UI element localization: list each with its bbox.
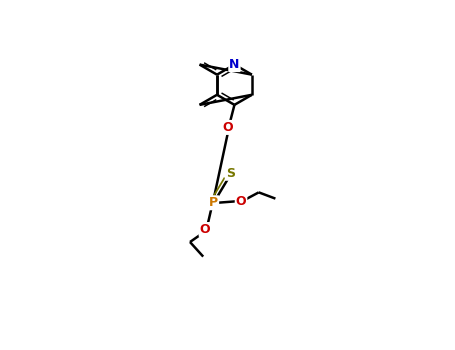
Text: S: S — [226, 167, 235, 180]
Text: P: P — [209, 196, 218, 209]
Text: O: O — [236, 195, 246, 208]
Text: O: O — [200, 223, 210, 236]
Text: O: O — [222, 121, 233, 134]
Text: N: N — [229, 58, 240, 71]
